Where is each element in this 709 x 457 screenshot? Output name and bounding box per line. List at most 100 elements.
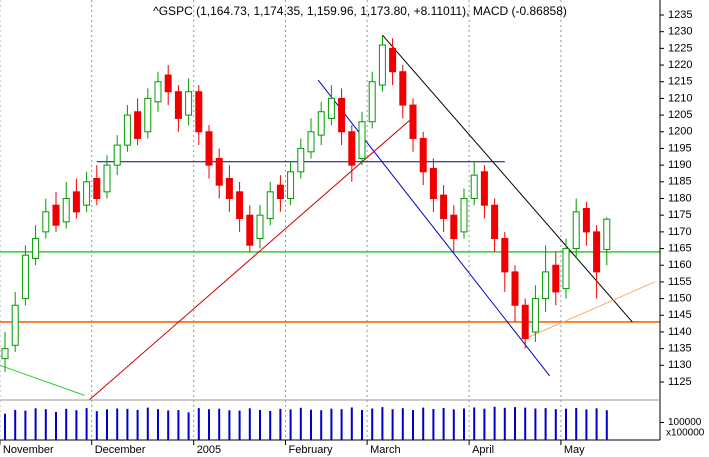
candle-body bbox=[348, 131, 356, 166]
volume-bar bbox=[493, 406, 496, 440]
candle-body bbox=[307, 131, 315, 153]
volume-bar bbox=[310, 409, 312, 440]
candle-body bbox=[429, 167, 437, 200]
y-tick-label: 1185 bbox=[668, 176, 692, 188]
volume-bar bbox=[14, 409, 17, 440]
candle-body bbox=[501, 238, 509, 273]
candle-body bbox=[470, 174, 478, 200]
volume-bar bbox=[412, 410, 414, 440]
volume-bar bbox=[381, 407, 384, 440]
volume-bar bbox=[554, 409, 557, 440]
candle-body bbox=[450, 214, 458, 240]
candle-body bbox=[531, 298, 539, 333]
volume-bar bbox=[544, 408, 547, 440]
y-tick-label: 1125 bbox=[668, 376, 692, 388]
candle-body bbox=[215, 157, 223, 186]
y-tick-label: 1180 bbox=[668, 192, 692, 204]
candle-body bbox=[134, 111, 142, 139]
trend-line bbox=[0, 364, 85, 396]
volume-bar bbox=[452, 409, 455, 440]
candle-body bbox=[62, 198, 70, 223]
y-tick-label: 1170 bbox=[668, 226, 692, 238]
volume-bar bbox=[44, 409, 47, 440]
candle-body bbox=[32, 238, 40, 260]
candle-body bbox=[460, 198, 468, 233]
candle-body bbox=[144, 97, 152, 133]
candle-body bbox=[419, 137, 427, 173]
y-tick-label: 1225 bbox=[668, 42, 692, 54]
candle-body bbox=[195, 91, 203, 133]
candle-body bbox=[113, 144, 121, 166]
y-tick-label: 1195 bbox=[668, 142, 692, 154]
trend-line bbox=[524, 281, 655, 340]
y-tick-label: 1165 bbox=[668, 242, 692, 254]
candles bbox=[1, 35, 611, 372]
volume-bar bbox=[340, 409, 343, 440]
x-tick-label: April bbox=[472, 444, 494, 456]
candle-body bbox=[368, 81, 376, 123]
y-tick-label: 1230 bbox=[668, 26, 692, 38]
volume-bar bbox=[259, 409, 261, 440]
candle-body bbox=[42, 211, 50, 233]
volume-bar bbox=[157, 409, 159, 440]
volume-bar bbox=[514, 407, 516, 440]
volume-bar bbox=[442, 407, 445, 440]
volume-bar bbox=[177, 410, 180, 440]
trend-line bbox=[88, 119, 411, 400]
volume-bar bbox=[65, 408, 68, 440]
candle-body bbox=[225, 177, 233, 199]
candle-body bbox=[603, 218, 611, 250]
volume-bar bbox=[95, 411, 98, 440]
candle-body bbox=[154, 81, 162, 103]
candle-body bbox=[317, 111, 325, 136]
volume-bar bbox=[75, 410, 78, 440]
x-tick-label: 2005 bbox=[197, 444, 221, 456]
x-tick-label: December bbox=[95, 444, 146, 456]
volume-bar bbox=[289, 409, 292, 440]
volume-bar bbox=[299, 407, 302, 440]
y-tick-label: 1235 bbox=[668, 9, 692, 21]
candle-body bbox=[93, 177, 101, 199]
y-tick-label: 1160 bbox=[668, 259, 692, 271]
x-tick-label: May bbox=[564, 444, 585, 456]
candle-body bbox=[164, 74, 172, 93]
candle-body bbox=[521, 304, 529, 340]
volume-bar bbox=[605, 410, 608, 440]
candle-body bbox=[256, 214, 264, 240]
volume-bar bbox=[575, 407, 578, 440]
volume-bar bbox=[330, 408, 333, 440]
candle-body bbox=[480, 171, 488, 206]
volume-bar bbox=[136, 409, 139, 440]
overlay bbox=[0, 34, 660, 400]
candle-body bbox=[72, 191, 80, 213]
candle-body bbox=[389, 47, 397, 73]
volume-bar bbox=[371, 408, 374, 440]
candle-body bbox=[297, 147, 305, 173]
volume-bar bbox=[228, 410, 231, 440]
volume-bar bbox=[463, 408, 465, 440]
volume-bar bbox=[595, 408, 598, 440]
candle-body bbox=[52, 204, 60, 226]
volume-bar bbox=[483, 408, 486, 440]
candle-body bbox=[205, 131, 213, 166]
candle-body bbox=[103, 164, 111, 193]
candle-body bbox=[83, 181, 91, 206]
x-tick-label: March bbox=[370, 444, 401, 456]
candle-body bbox=[593, 231, 601, 273]
candle-body bbox=[378, 44, 386, 86]
volume-bar bbox=[106, 409, 108, 440]
volume-tick-label: 100000 bbox=[668, 417, 702, 428]
volume-bar bbox=[361, 410, 363, 440]
volume-bar bbox=[401, 408, 404, 440]
volume-bar bbox=[34, 408, 37, 440]
x-tick-label: February bbox=[289, 444, 334, 456]
trend-line bbox=[317, 79, 551, 377]
volume-bar bbox=[524, 407, 527, 440]
y-tick-label: 1210 bbox=[668, 92, 692, 104]
candle-body bbox=[511, 271, 519, 306]
y-tick-label: 1200 bbox=[668, 126, 692, 138]
candle-body bbox=[582, 208, 590, 233]
